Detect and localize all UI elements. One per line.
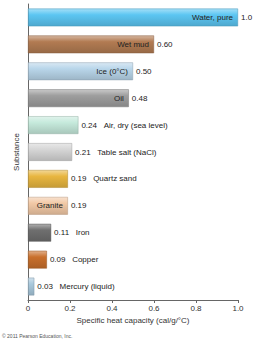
svg-text:Substance: Substance: [12, 133, 21, 171]
svg-text:0.19: 0.19: [71, 201, 87, 210]
svg-text:0.09: 0.09: [50, 255, 66, 264]
svg-text:Wet mud: Wet mud: [117, 40, 149, 49]
svg-text:0.03: 0.03: [37, 282, 53, 291]
svg-text:0.6: 0.6: [148, 304, 160, 313]
svg-text:0.4: 0.4: [106, 304, 118, 313]
svg-text:1.0: 1.0: [232, 304, 244, 313]
svg-text:Quartz sand: Quartz sand: [93, 174, 137, 183]
svg-text:0.11: 0.11: [54, 228, 70, 237]
svg-text:© 2011 Pearson Education, Inc.: © 2011 Pearson Education, Inc.: [2, 333, 72, 339]
svg-text:0.2: 0.2: [64, 304, 76, 313]
svg-text:0.50: 0.50: [136, 67, 152, 76]
svg-text:Air, dry (sea level): Air, dry (sea level): [104, 121, 168, 130]
svg-text:0.60: 0.60: [157, 40, 173, 49]
svg-text:0.8: 0.8: [190, 304, 202, 313]
svg-text:Mercury (liquid): Mercury (liquid): [60, 282, 115, 291]
svg-text:Copper: Copper: [72, 255, 99, 264]
svg-text:Specific heat capacity (cal/g/: Specific heat capacity (cal/g/°C): [76, 316, 189, 325]
svg-text:Granite: Granite: [37, 201, 64, 210]
svg-text:0.24: 0.24: [81, 121, 97, 130]
svg-text:Water, pure: Water, pure: [192, 13, 234, 22]
svg-text:Oil: Oil: [114, 94, 124, 103]
svg-text:Ice (0°C): Ice (0°C): [96, 67, 128, 76]
svg-text:Iron: Iron: [76, 228, 90, 237]
svg-text:0: 0: [26, 304, 31, 313]
svg-text:1.0: 1.0: [241, 13, 253, 22]
svg-text:Table salt (NaCl): Table salt (NaCl): [97, 148, 156, 157]
svg-text:0.21: 0.21: [75, 148, 91, 157]
svg-text:0.48: 0.48: [132, 94, 148, 103]
svg-text:0.19: 0.19: [71, 174, 87, 183]
